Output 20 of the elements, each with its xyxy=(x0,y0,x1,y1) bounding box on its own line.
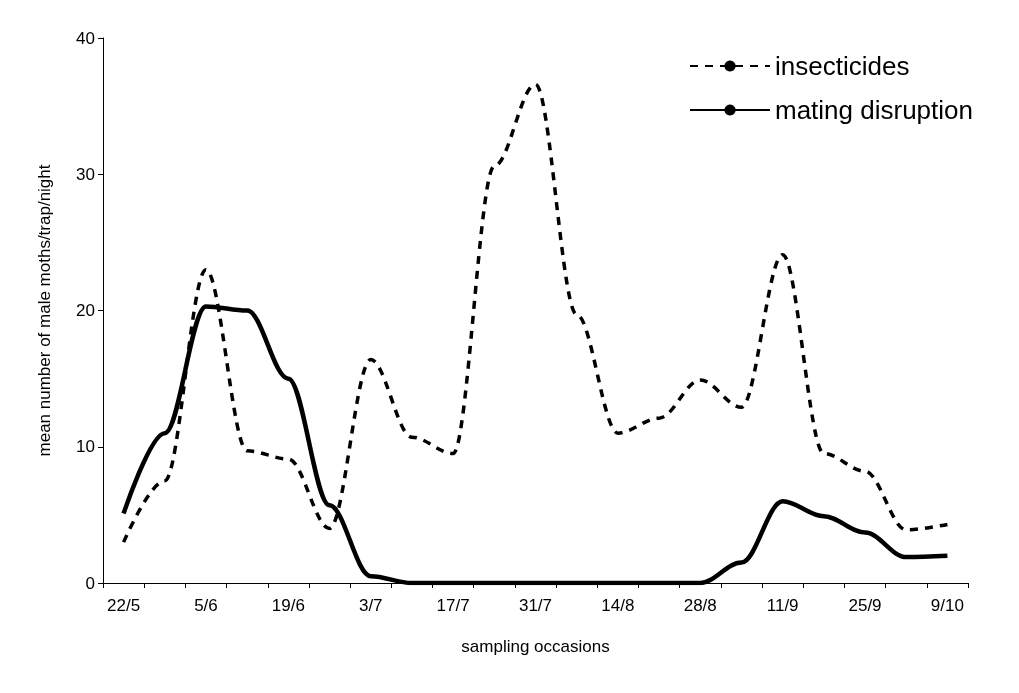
y-tick-label: 0 xyxy=(85,573,95,593)
x-tick-label: 17/7 xyxy=(436,596,470,615)
y-tick-label: 40 xyxy=(76,28,95,48)
x-tick-label: 25/9 xyxy=(848,596,882,615)
x-tick-label: 11/9 xyxy=(766,596,799,615)
y-tick-label: 20 xyxy=(76,301,95,320)
x-tick-label: 3/7 xyxy=(358,596,383,615)
x-tick-label: 22/5 xyxy=(107,596,141,615)
x-tick-label: 14/8 xyxy=(601,596,635,615)
x-axis-title: sampling occasions xyxy=(461,637,610,656)
x-tick-label: 5/6 xyxy=(194,596,218,615)
x-tick-label: 19/6 xyxy=(271,596,305,615)
legend-label: insecticides xyxy=(775,51,910,81)
y-axis-title: mean number of male moths/trap/night xyxy=(35,164,54,457)
x-tick-label: 31/7 xyxy=(518,596,553,615)
legend-label: mating disruption xyxy=(775,95,973,125)
y-tick-label: 10 xyxy=(76,437,95,457)
x-tick-label: 9/10 xyxy=(930,596,964,615)
x-tick-label: 28/8 xyxy=(683,596,717,615)
y-tick-label: 30 xyxy=(76,164,95,184)
